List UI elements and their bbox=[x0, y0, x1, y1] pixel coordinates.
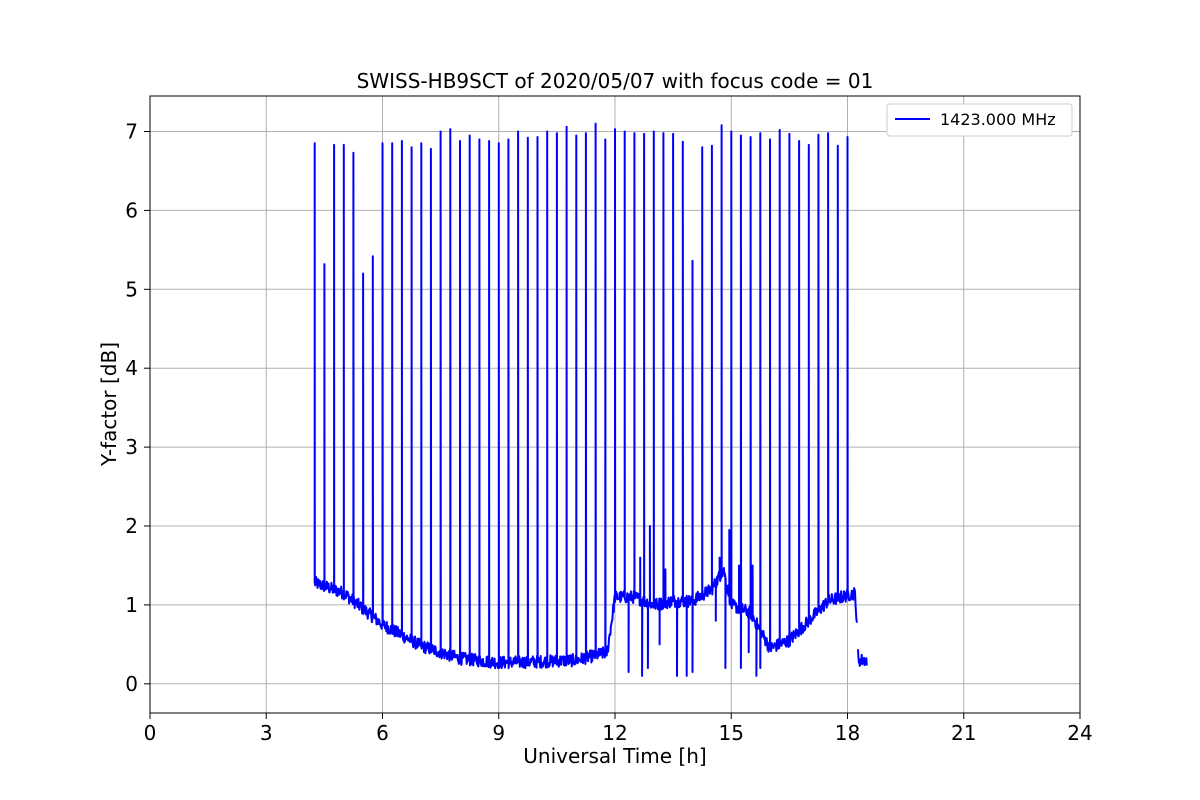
series-line bbox=[313, 122, 858, 677]
x-tick-label: 9 bbox=[492, 721, 505, 745]
chart-title: SWISS-HB9SCT of 2020/05/07 with focus co… bbox=[357, 69, 874, 93]
x-tick-label: 24 bbox=[1067, 721, 1092, 745]
y-tick-label: 3 bbox=[125, 435, 138, 459]
legend-label: 1423.000 MHz bbox=[940, 110, 1056, 129]
y-tick-label: 4 bbox=[125, 356, 138, 380]
y-tick-label: 2 bbox=[125, 514, 138, 538]
y-axis-label: Y-factor [dB] bbox=[97, 342, 121, 467]
y-tick-label: 0 bbox=[125, 672, 138, 696]
x-tick-label: 15 bbox=[719, 721, 744, 745]
y-tick-label: 6 bbox=[125, 198, 138, 222]
x-tick-label: 21 bbox=[951, 721, 976, 745]
plot-layer bbox=[313, 122, 868, 677]
x-tick-label: 18 bbox=[835, 721, 860, 745]
x-tick-label: 6 bbox=[376, 721, 389, 745]
y-tick-label: 7 bbox=[125, 120, 138, 144]
legend: 1423.000 MHz bbox=[886, 103, 1073, 137]
legend-box bbox=[886, 103, 1073, 137]
x-tick-label: 12 bbox=[602, 721, 627, 745]
x-tick-label: 0 bbox=[144, 721, 157, 745]
x-tick-label: 3 bbox=[260, 721, 273, 745]
y-tick-label: 1 bbox=[125, 593, 138, 617]
series-line bbox=[857, 649, 868, 667]
x-axis-label: Universal Time [h] bbox=[523, 744, 706, 768]
y-tick-label: 5 bbox=[125, 277, 138, 301]
